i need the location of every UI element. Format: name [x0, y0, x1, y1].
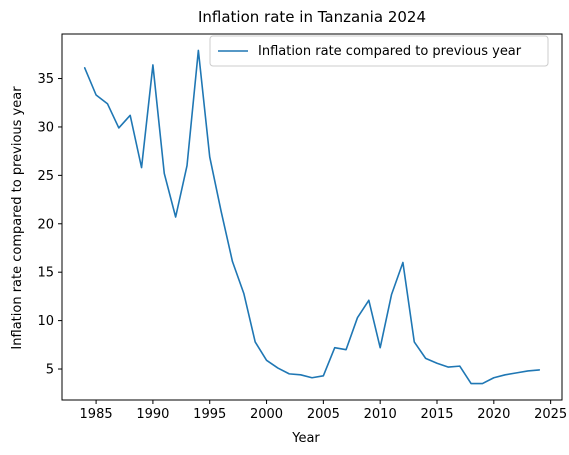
y-tick-label: 30	[37, 120, 54, 135]
x-tick-label: 2025	[534, 407, 567, 422]
x-axis-label: Year	[291, 431, 320, 446]
x-tick-label: 2015	[420, 407, 453, 422]
axes-frame	[62, 34, 562, 400]
y-tick-label: 15	[37, 266, 54, 281]
y-tick-label: 25	[37, 169, 54, 184]
y-tick-label: 20	[37, 217, 54, 232]
y-tick-label: 10	[37, 314, 54, 329]
chart-title: Inflation rate in Tanzania 2024	[198, 8, 426, 26]
series-line	[85, 50, 540, 383]
x-tick-label: 2005	[307, 407, 340, 422]
y-axis-label: Inflation rate compared to previous year	[10, 86, 25, 350]
x-tick-label: 2000	[250, 407, 283, 422]
legend-label: Inflation rate compared to previous year	[258, 44, 522, 59]
y-tick-label: 5	[46, 363, 54, 378]
x-tick-label: 1995	[193, 407, 226, 422]
x-tick-label: 2020	[477, 407, 510, 422]
x-tick-label: 1985	[80, 407, 113, 422]
legend: Inflation rate compared to previous year	[210, 36, 548, 66]
x-tick-label: 2010	[364, 407, 397, 422]
plot-area	[62, 34, 562, 400]
x-tick-label: 1990	[136, 407, 169, 422]
y-axis: 5 10 15 20 25 30 35	[37, 72, 62, 377]
x-axis: 1985 1990 1995 2000 2005 2010 2015 2020 2025	[80, 400, 568, 422]
y-tick-label: 35	[37, 72, 54, 87]
